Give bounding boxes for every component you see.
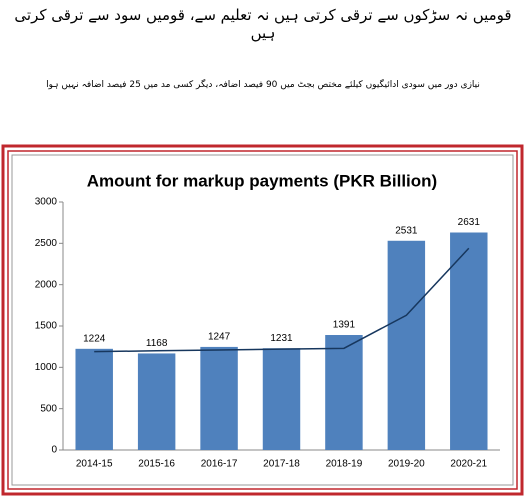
x-tick-label: 2017-18 xyxy=(263,459,300,470)
value-label: 2631 xyxy=(458,217,481,228)
value-label: 2531 xyxy=(395,225,418,236)
x-tick-label: 2015-16 xyxy=(138,459,175,470)
y-tick-label: 2500 xyxy=(35,238,58,249)
frame-inner xyxy=(7,150,518,490)
y-tick-label: 0 xyxy=(51,445,57,456)
value-label: 1168 xyxy=(146,338,168,349)
subheadline: نیازی دور میں سودی ادائیگیوں کیلئے مختص … xyxy=(46,80,480,90)
bar xyxy=(75,348,113,450)
bar xyxy=(325,335,363,450)
trend-line xyxy=(94,247,470,353)
bar xyxy=(137,353,176,450)
x-tick-label: 2014-15 xyxy=(76,459,113,470)
y-tick-label: 500 xyxy=(40,403,57,414)
y-tick-label: 3000 xyxy=(35,197,58,208)
x-tick-label: 2016-17 xyxy=(201,459,238,470)
headline: قومیں نہ سڑکوں سے ترقی کرتی ہیں نہ تعلیم… xyxy=(14,6,512,42)
bar xyxy=(200,346,238,450)
bar xyxy=(262,348,301,450)
x-tick-label: 2018-19 xyxy=(326,459,363,470)
bar xyxy=(450,232,488,450)
value-label: 1247 xyxy=(208,332,231,343)
y-tick-label: 1500 xyxy=(35,321,58,332)
chart-title: Amount for markup payments (PKR Billion) xyxy=(87,171,437,190)
x-tick-label: 2019-20 xyxy=(388,459,425,470)
value-label: 1391 xyxy=(333,320,356,331)
frame-outer xyxy=(1,144,524,496)
y-tick-label: 2000 xyxy=(35,279,58,290)
value-label: 1224 xyxy=(83,333,106,344)
x-tick-label: 2020-21 xyxy=(450,459,487,470)
y-tick-label: 1000 xyxy=(35,362,58,373)
bar xyxy=(387,240,426,450)
value-label: 1231 xyxy=(270,333,293,344)
